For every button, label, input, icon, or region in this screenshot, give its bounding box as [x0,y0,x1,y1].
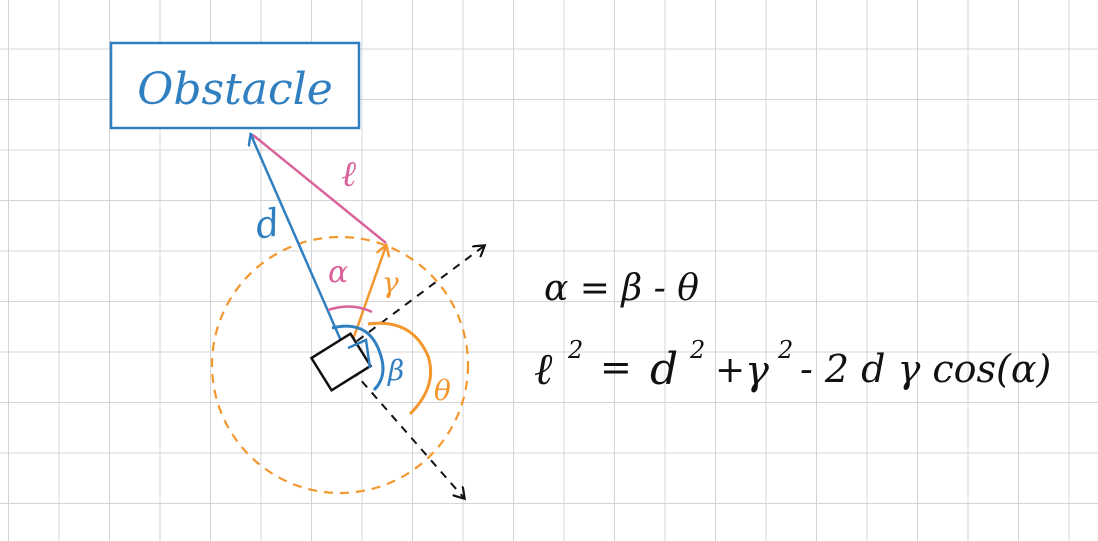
eq2-d: d [650,344,678,395]
label-theta: θ [434,374,451,407]
eq2-exp1: 2 [567,336,583,364]
distance-d-arrow [251,135,347,351]
label-alpha: α [328,255,348,290]
distance-l-line [252,134,387,244]
theta-arc [367,321,433,416]
eq2-exp2: 2 [689,336,705,364]
alpha-arc [327,305,373,314]
eq2-l: ℓ [534,344,553,395]
label-beta: β [387,354,404,387]
equation-alpha: α = β - θ [544,268,699,309]
radius-r-arrow [348,246,386,349]
eq2-rest: - 2 d γ cos(α) [800,347,1051,391]
obstacle-label: Obstacle [137,64,333,115]
range-circle [210,235,470,495]
robot-body [309,331,373,393]
eq2-r: γ [745,348,769,394]
robot-front [347,338,372,369]
eq2-eqsign: = [600,345,632,389]
label-d: d [252,200,284,248]
heading-arrow-lower [351,369,464,498]
beta-arc [331,324,385,392]
equation-law-of-cosines: ℓ 2 = d 2 + γ 2 - 2 d γ cos(α) [534,336,1051,395]
label-l: ℓ [341,154,356,195]
eq2-exp3: 2 [777,336,793,364]
obstacle-box: Obstacle [109,41,361,130]
label-r: γ [382,266,399,299]
eq2-plus: + [715,350,745,391]
